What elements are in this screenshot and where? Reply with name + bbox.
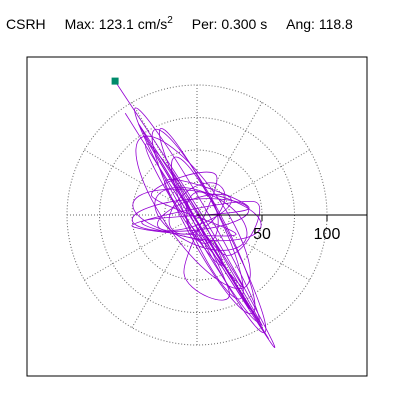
trace-loop: [135, 135, 251, 290]
radial-tick-label: 50: [253, 226, 271, 243]
max-label: Max:: [64, 16, 95, 32]
trace-loop: [158, 128, 267, 334]
grid-spoke: [84, 214, 198, 281]
period-value: 0.300 s: [221, 16, 268, 32]
trace-loop: [145, 143, 223, 266]
plot-frame: [26, 56, 368, 377]
plot-header: CSRH Max: 123.1 cm/s2 Per: 0.300 s Ang: …: [6, 15, 353, 33]
max-unit-exponent: 2: [167, 15, 173, 26]
trace-loop: [157, 193, 232, 231]
radial-axis: 50 100: [197, 214, 367, 243]
trace-loop: [168, 182, 226, 235]
period-label: Per:: [191, 16, 218, 32]
trace-loop: [134, 107, 260, 323]
trace-loop: [171, 156, 244, 300]
peak-marker: [111, 77, 119, 85]
grid-spoke: [84, 149, 198, 216]
peak-marker-group: [111, 77, 119, 85]
grid-spoke: [196, 102, 263, 216]
station-code: CSRH: [6, 16, 46, 32]
particle-motion-trace: [114, 80, 276, 348]
grid-spoke: [196, 149, 310, 216]
max-value: 123.1 cm/s: [98, 16, 168, 32]
angle-value: 118.8: [318, 16, 353, 32]
grid-spoke: [196, 214, 310, 281]
trace-loop: [154, 187, 248, 251]
angle-label: Ang:: [286, 16, 315, 32]
radial-tick-label: 100: [314, 226, 341, 243]
